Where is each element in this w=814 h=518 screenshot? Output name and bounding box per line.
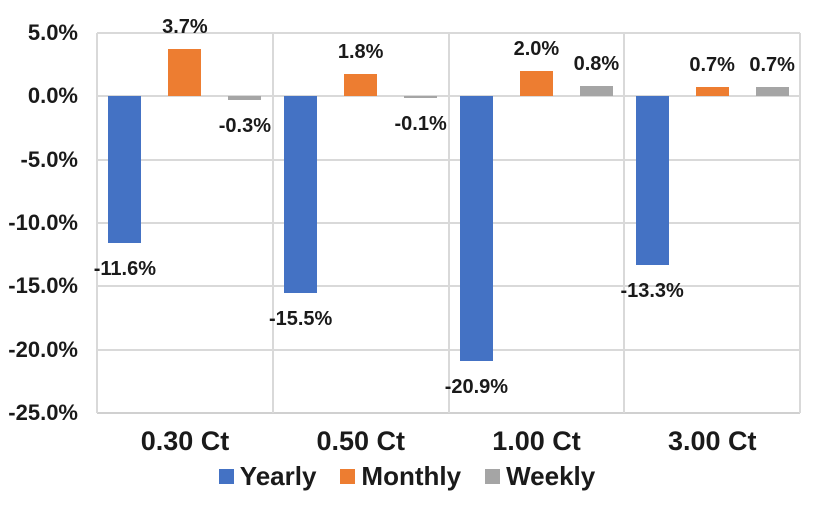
- y-tick-label: -15.0%: [8, 273, 78, 299]
- y-tick-label: 0.0%: [27, 83, 78, 109]
- legend-label: Monthly: [361, 461, 462, 491]
- data-label: 2.0%: [513, 38, 560, 60]
- data-label: -11.6%: [93, 258, 156, 281]
- x-category-label: 3.00 Ct: [667, 426, 757, 456]
- data-label: -0.1%: [394, 112, 447, 135]
- data-label: 0.8%: [573, 53, 620, 76]
- bar-yearly-1.00-ct: [459, 96, 493, 362]
- bar-weekly-1.00-ct: [579, 86, 613, 97]
- legend-label: Weekly: [506, 461, 596, 491]
- legend: Yearly Monthly Weekly: [0, 461, 814, 491]
- bar-monthly-1.00-ct: [519, 71, 553, 97]
- bar-yearly-0.50-ct: [284, 96, 318, 293]
- x-category-label: 0.30 Ct: [140, 426, 230, 456]
- data-label: -13.3%: [620, 279, 684, 302]
- category-gridline: [623, 33, 626, 413]
- category-gridline: [799, 33, 801, 413]
- y-tick-label: -20.0%: [8, 336, 78, 362]
- x-category-label: 1.00 Ct: [492, 426, 581, 456]
- legend-item-yearly: Yearly: [218, 461, 317, 491]
- bar-yearly-3.00-ct: [635, 96, 669, 265]
- category-gridline: [96, 33, 98, 413]
- data-label: 0.7%: [689, 54, 735, 77]
- bar-weekly-0.50-ct: [404, 96, 438, 98]
- bar-monthly-3.00-ct: [695, 87, 729, 97]
- bar-monthly-0.30-ct: [168, 49, 202, 97]
- y-tick-label: -10.0%: [8, 210, 78, 235]
- data-label: 1.8%: [337, 40, 384, 63]
- legend-swatch-monthly: [340, 468, 356, 484]
- bar-yearly-0.30-ct: [108, 96, 142, 244]
- plot-area: -11.6% -15.5% -20.9% -13.3% 3.7% 1.8% 2.0% 0.7%…: [94, 16, 801, 414]
- data-label: -20.9%: [444, 376, 509, 399]
- y-tick-label: -5.0%: [20, 146, 78, 172]
- data-label: -0.3%: [218, 115, 271, 138]
- category-gridline: [447, 33, 450, 413]
- data-label: -15.5%: [268, 307, 333, 330]
- legend-swatch-weekly: [485, 468, 501, 484]
- y-tick-label: 5.0%: [27, 20, 78, 45]
- x-category-label: 0.50 Ct: [316, 426, 406, 456]
- data-label: 0.7%: [749, 54, 795, 77]
- category-gridline: [271, 33, 274, 413]
- legend-item-monthly: Monthly: [340, 461, 461, 491]
- bar-weekly-0.30-ct: [228, 96, 262, 101]
- legend-item-weekly: Weekly: [485, 461, 595, 491]
- bar-monthly-0.50-ct: [344, 73, 378, 97]
- data-label: 3.7%: [162, 16, 208, 39]
- bar-weekly-3.00-ct: [755, 87, 789, 97]
- legend-label: Yearly: [239, 461, 317, 491]
- x-axis-line: [97, 412, 800, 414]
- y-tick-label: -25.0%: [8, 400, 78, 425]
- legend-swatch-yearly: [218, 468, 234, 484]
